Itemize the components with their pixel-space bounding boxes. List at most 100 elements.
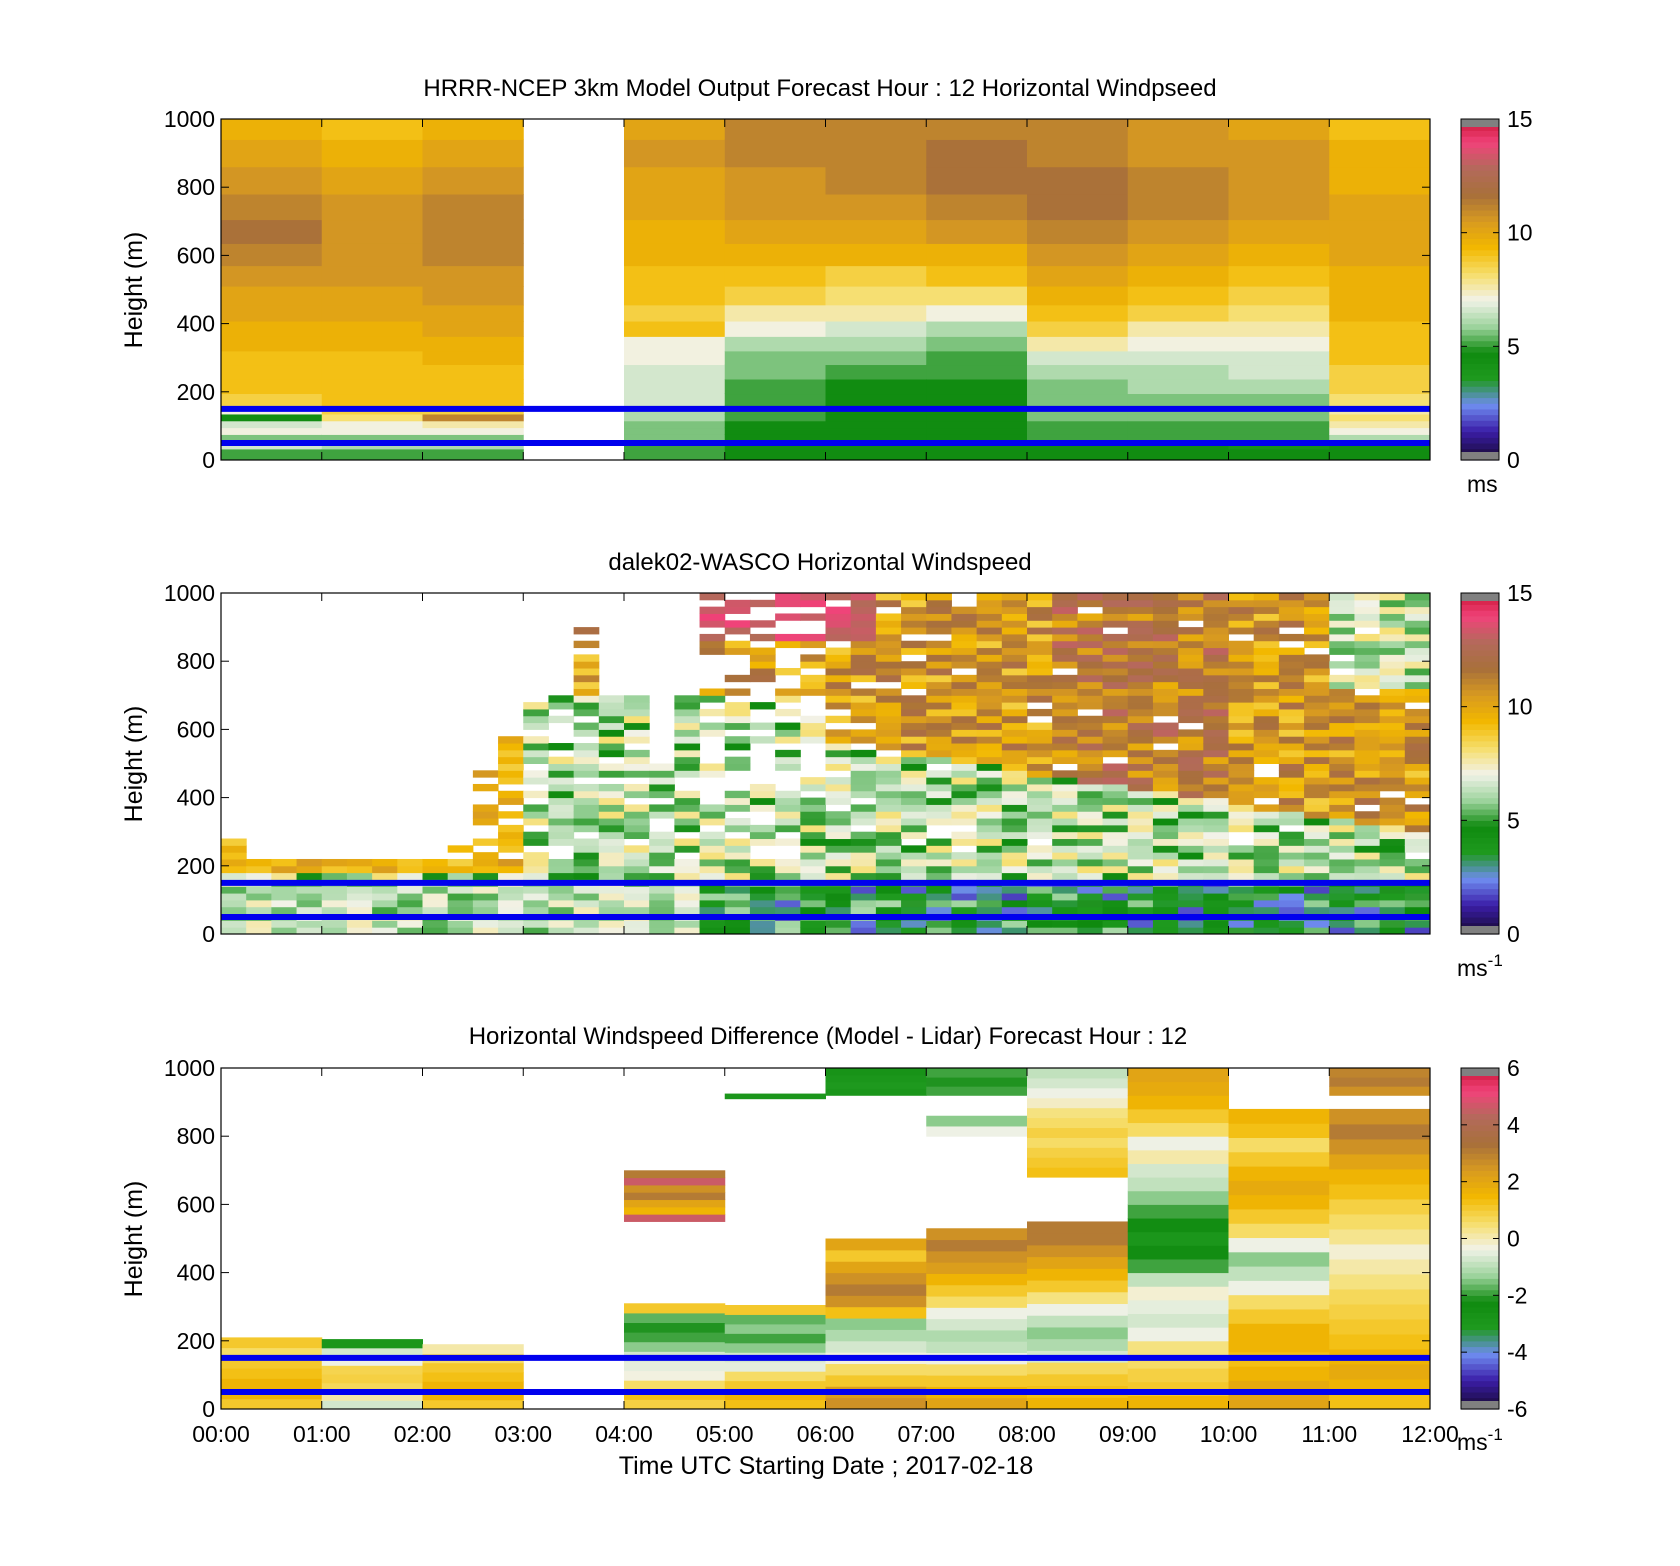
- heatmap-cell: [1001, 633, 1028, 642]
- heatmap-cell: [926, 845, 952, 853]
- heatmap-cell: [1127, 194, 1229, 221]
- heatmap-cell: [1001, 736, 1028, 744]
- heatmap-cell: [1278, 606, 1305, 614]
- heatmap-cell: [1304, 640, 1330, 649]
- heatmap-cell: [724, 620, 751, 628]
- heatmap-cell: [1379, 770, 1406, 778]
- heatmap-cell: [624, 1184, 726, 1193]
- heatmap-cell: [548, 818, 575, 826]
- heatmap-cell: [1027, 797, 1053, 805]
- heatmap-cell: [1329, 681, 1355, 689]
- heatmap-cell: [422, 420, 524, 429]
- heatmap-cell: [422, 364, 524, 380]
- colorbar-swatch: [1461, 1346, 1499, 1353]
- heatmap-cell: [221, 166, 323, 195]
- heatmap-cell: [926, 1397, 1028, 1410]
- heatmap-cell: [901, 906, 927, 915]
- colorbar-swatch: [1461, 1227, 1499, 1234]
- heatmap-cell: [926, 427, 1028, 435]
- heatmap-cell: [422, 448, 524, 461]
- heatmap-cell: [926, 899, 952, 908]
- heatmap-cell: [1077, 831, 1104, 840]
- heatmap-cell: [1027, 1127, 1129, 1138]
- heatmap-cell: [1152, 749, 1179, 758]
- heatmap-cell: [976, 681, 1003, 689]
- heatmap-cell: [1203, 811, 1229, 819]
- heatmap-cell: [221, 872, 247, 880]
- heatmap-cell: [800, 920, 826, 928]
- heatmap-cell: [296, 906, 323, 915]
- heatmap-cell: [926, 1318, 1028, 1331]
- heatmap-cell: [1052, 613, 1078, 621]
- heatmap-cell: [1203, 852, 1229, 860]
- heatmap-cell: [1127, 1177, 1229, 1192]
- heatmap-cell: [749, 722, 776, 730]
- colorbar-swatch: [1461, 1107, 1499, 1115]
- heatmap-cell: [624, 286, 726, 306]
- heatmap-cell: [271, 872, 298, 880]
- heatmap-cell: [1404, 804, 1431, 812]
- heatmap-cell: [674, 838, 701, 846]
- heatmap-cell: [548, 790, 575, 799]
- heatmap-cell: [321, 265, 423, 287]
- heatmap-cell: [598, 831, 625, 840]
- heatmap-cell: [951, 627, 978, 635]
- heatmap-cell: [624, 1303, 726, 1314]
- heatmap-cell: [523, 838, 549, 846]
- heatmap-cell: [1077, 790, 1104, 799]
- heatmap-cell: [1178, 777, 1204, 785]
- heatmap-cell: [1152, 708, 1179, 717]
- heatmap-cell: [1228, 350, 1330, 366]
- heatmap-cell: [800, 715, 826, 724]
- x-tick-label: 00:00: [192, 1421, 250, 1447]
- heatmap-cell: [724, 139, 826, 168]
- heatmap-cell: [1127, 265, 1229, 287]
- heatmap-cell: [926, 654, 952, 662]
- heatmap-cell: [1228, 797, 1255, 805]
- heatmap-cell: [1052, 893, 1078, 901]
- heatmap-cell: [624, 1332, 726, 1343]
- heatmap-cell: [825, 688, 852, 696]
- heatmap-cell: [221, 243, 323, 267]
- heatmap-cell: [1027, 1137, 1129, 1148]
- heatmap-cell: [1228, 448, 1330, 461]
- heatmap-cell: [674, 749, 701, 758]
- colorbar-swatch: [1461, 1141, 1499, 1149]
- heatmap-cell: [1178, 845, 1204, 853]
- heatmap-cell: [1304, 688, 1330, 696]
- colorbar-swatch: [1461, 621, 1499, 628]
- heatmap-cell: [1027, 852, 1053, 860]
- heatmap-cell: [1253, 838, 1280, 846]
- heatmap-cell: [1178, 743, 1204, 751]
- heatmap-cell: [724, 640, 751, 649]
- heatmap-cell: [649, 893, 675, 901]
- heatmap-cell: [699, 633, 726, 642]
- heatmap-cell: [901, 872, 927, 880]
- heatmap-cell: [1354, 872, 1381, 880]
- colorbar-swatch: [1461, 346, 1499, 353]
- heatmap-cell: [1329, 1213, 1431, 1230]
- heatmap-cell: [422, 1390, 524, 1401]
- heatmap-cell: [1329, 434, 1431, 442]
- heatmap-cell: [1027, 824, 1053, 833]
- heatmap-cell: [1329, 736, 1355, 744]
- colorbar-swatch: [1461, 638, 1499, 645]
- heatmap-cell: [951, 647, 978, 655]
- heatmap-cell: [875, 661, 902, 669]
- heatmap-cell: [1152, 606, 1179, 614]
- heatmap-cell: [724, 627, 751, 635]
- heatmap-cell: [1102, 818, 1129, 826]
- heatmap-cell: [951, 743, 978, 751]
- heatmap-cell: [1052, 831, 1078, 840]
- heatmap-cell: [825, 434, 927, 442]
- heatmap-cell: [422, 304, 524, 322]
- heatmap-cell: [951, 872, 978, 880]
- heatmap-cell: [1278, 858, 1305, 867]
- heatmap-cell: [699, 770, 726, 778]
- heatmap-cell: [624, 756, 650, 764]
- heatmap-cell: [1228, 1108, 1330, 1124]
- heatmap-cell: [1329, 1168, 1431, 1185]
- heatmap-cell: [1253, 715, 1280, 724]
- heatmap-cell: [724, 420, 826, 429]
